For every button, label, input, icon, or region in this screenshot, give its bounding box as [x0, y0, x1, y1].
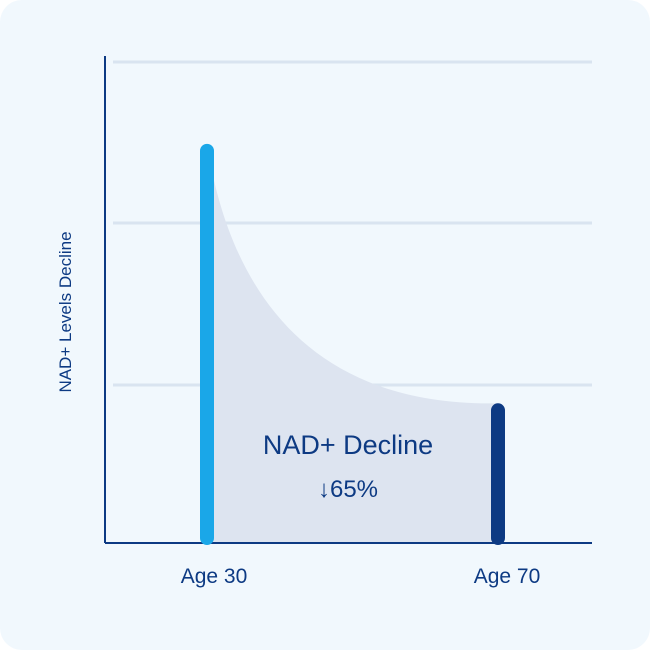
bar-age-30: [200, 143, 214, 545]
x-tick-label-age-30: Age 30: [180, 565, 248, 588]
annotation-title: NAD+ Decline: [262, 430, 434, 460]
annotation-value: ↓65%: [317, 476, 379, 503]
bars: [200, 143, 505, 545]
x-tick-label-age-70: Age 70: [473, 565, 541, 588]
decline-area: [207, 143, 498, 543]
gridlines: [113, 60, 592, 387]
y-axis-label: NAD+ Levels Decline: [56, 231, 75, 393]
bar-age-70: [491, 403, 505, 545]
